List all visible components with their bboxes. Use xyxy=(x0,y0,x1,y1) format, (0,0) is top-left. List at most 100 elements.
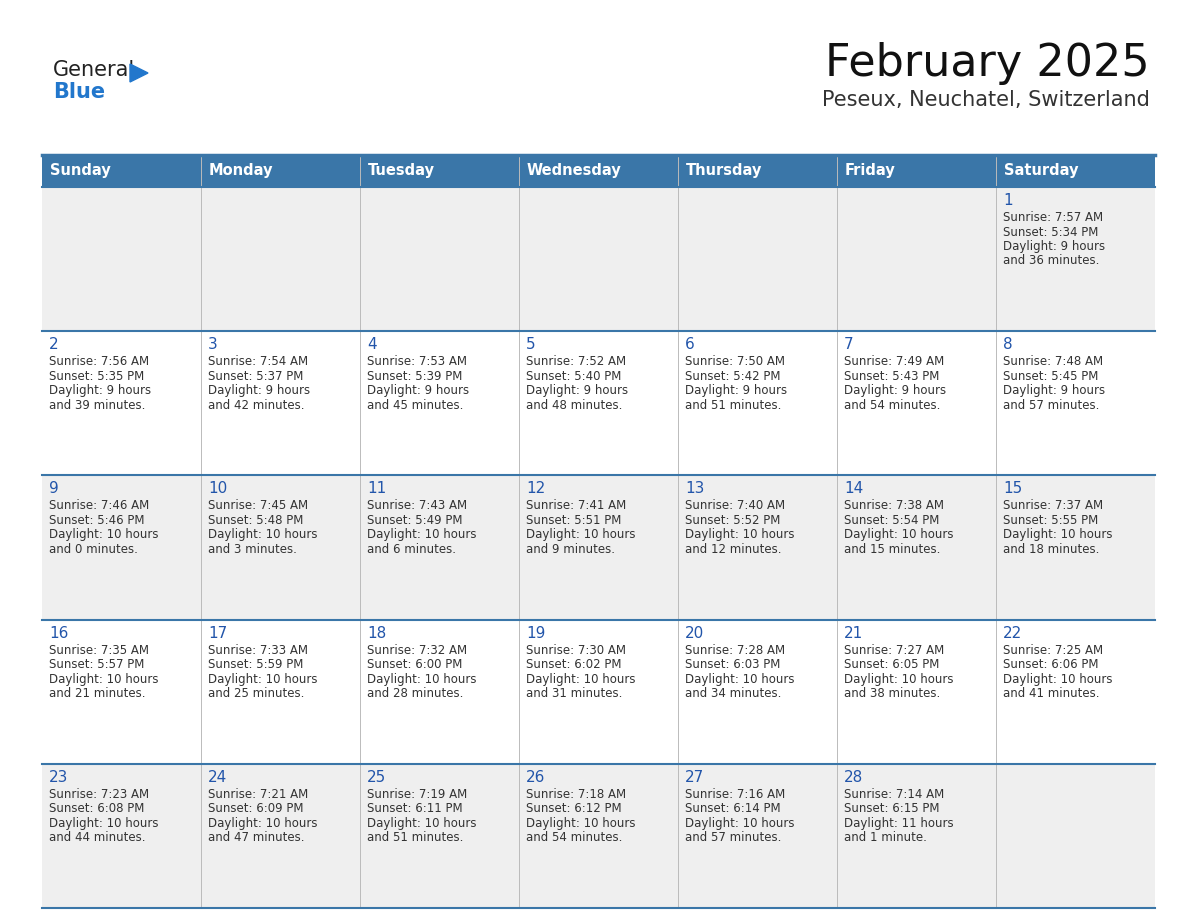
Polygon shape xyxy=(129,64,148,82)
Text: Sunrise: 7:33 AM: Sunrise: 7:33 AM xyxy=(208,644,308,656)
Text: 18: 18 xyxy=(367,625,386,641)
Text: Sunset: 5:35 PM: Sunset: 5:35 PM xyxy=(49,370,144,383)
Text: and 54 minutes.: and 54 minutes. xyxy=(526,832,623,845)
Bar xyxy=(838,331,996,476)
Bar xyxy=(838,620,996,764)
Text: Daylight: 10 hours: Daylight: 10 hours xyxy=(843,529,954,542)
Text: Daylight: 10 hours: Daylight: 10 hours xyxy=(208,529,317,542)
Text: 22: 22 xyxy=(1003,625,1022,641)
Text: Sunrise: 7:21 AM: Sunrise: 7:21 AM xyxy=(208,788,308,800)
Bar xyxy=(678,331,838,476)
Text: Daylight: 10 hours: Daylight: 10 hours xyxy=(526,673,636,686)
Bar xyxy=(201,620,360,764)
Text: Sunrise: 7:53 AM: Sunrise: 7:53 AM xyxy=(367,355,467,368)
Text: Sunrise: 7:56 AM: Sunrise: 7:56 AM xyxy=(49,355,150,368)
Text: 9: 9 xyxy=(49,481,58,497)
Text: Daylight: 10 hours: Daylight: 10 hours xyxy=(843,673,954,686)
Bar xyxy=(360,155,519,187)
Text: Sunset: 5:39 PM: Sunset: 5:39 PM xyxy=(367,370,462,383)
Text: Sunset: 6:02 PM: Sunset: 6:02 PM xyxy=(526,658,621,671)
Text: Sunset: 6:00 PM: Sunset: 6:00 PM xyxy=(367,658,462,671)
Text: Daylight: 9 hours: Daylight: 9 hours xyxy=(843,385,946,397)
Text: Sunrise: 7:57 AM: Sunrise: 7:57 AM xyxy=(1003,211,1104,224)
Text: 1: 1 xyxy=(1003,193,1012,208)
Text: Sunrise: 7:30 AM: Sunrise: 7:30 AM xyxy=(526,644,626,656)
Bar xyxy=(996,476,1155,620)
Text: Sunset: 6:06 PM: Sunset: 6:06 PM xyxy=(1003,658,1099,671)
Bar xyxy=(42,764,201,908)
Text: 26: 26 xyxy=(526,770,545,785)
Text: Sunset: 6:09 PM: Sunset: 6:09 PM xyxy=(208,802,303,815)
Text: Sunrise: 7:41 AM: Sunrise: 7:41 AM xyxy=(526,499,626,512)
Text: Saturday: Saturday xyxy=(1004,163,1079,178)
Text: 4: 4 xyxy=(367,337,377,353)
Bar xyxy=(42,155,201,187)
Text: Daylight: 10 hours: Daylight: 10 hours xyxy=(208,673,317,686)
Text: 24: 24 xyxy=(208,770,227,785)
Bar xyxy=(42,620,201,764)
Text: Daylight: 9 hours: Daylight: 9 hours xyxy=(1003,385,1105,397)
Bar xyxy=(519,476,678,620)
Text: Sunrise: 7:27 AM: Sunrise: 7:27 AM xyxy=(843,644,944,656)
Text: 21: 21 xyxy=(843,625,864,641)
Text: Daylight: 10 hours: Daylight: 10 hours xyxy=(685,817,795,830)
Bar xyxy=(996,331,1155,476)
Text: 13: 13 xyxy=(685,481,704,497)
Text: Sunset: 6:12 PM: Sunset: 6:12 PM xyxy=(526,802,621,815)
Text: 16: 16 xyxy=(49,625,69,641)
Bar xyxy=(678,187,838,331)
Text: Sunrise: 7:19 AM: Sunrise: 7:19 AM xyxy=(367,788,467,800)
Text: General: General xyxy=(53,60,135,80)
Text: Sunset: 5:34 PM: Sunset: 5:34 PM xyxy=(1003,226,1099,239)
Text: Friday: Friday xyxy=(845,163,896,178)
Text: Daylight: 10 hours: Daylight: 10 hours xyxy=(367,529,476,542)
Text: 6: 6 xyxy=(685,337,695,353)
Text: and 41 minutes.: and 41 minutes. xyxy=(1003,687,1100,700)
Text: Daylight: 10 hours: Daylight: 10 hours xyxy=(367,673,476,686)
Text: and 38 minutes.: and 38 minutes. xyxy=(843,687,940,700)
Text: 12: 12 xyxy=(526,481,545,497)
Text: Sunrise: 7:52 AM: Sunrise: 7:52 AM xyxy=(526,355,626,368)
Text: Daylight: 9 hours: Daylight: 9 hours xyxy=(1003,240,1105,253)
Text: Monday: Monday xyxy=(209,163,273,178)
Bar xyxy=(678,620,838,764)
Text: Sunrise: 7:32 AM: Sunrise: 7:32 AM xyxy=(367,644,467,656)
Bar xyxy=(360,620,519,764)
Text: Sunrise: 7:16 AM: Sunrise: 7:16 AM xyxy=(685,788,785,800)
Text: Daylight: 10 hours: Daylight: 10 hours xyxy=(367,817,476,830)
Bar xyxy=(996,187,1155,331)
Text: Sunrise: 7:48 AM: Sunrise: 7:48 AM xyxy=(1003,355,1104,368)
Text: Daylight: 10 hours: Daylight: 10 hours xyxy=(526,817,636,830)
Text: Sunset: 6:08 PM: Sunset: 6:08 PM xyxy=(49,802,145,815)
Bar xyxy=(201,331,360,476)
Text: Sunset: 5:45 PM: Sunset: 5:45 PM xyxy=(1003,370,1099,383)
Text: Sunrise: 7:49 AM: Sunrise: 7:49 AM xyxy=(843,355,944,368)
Bar xyxy=(519,620,678,764)
Text: and 18 minutes.: and 18 minutes. xyxy=(1003,543,1099,556)
Text: Daylight: 9 hours: Daylight: 9 hours xyxy=(208,385,310,397)
Bar xyxy=(201,155,360,187)
Text: and 57 minutes.: and 57 minutes. xyxy=(1003,398,1099,411)
Text: Daylight: 10 hours: Daylight: 10 hours xyxy=(49,529,158,542)
Text: Sunset: 5:42 PM: Sunset: 5:42 PM xyxy=(685,370,781,383)
Text: 17: 17 xyxy=(208,625,227,641)
Text: Daylight: 10 hours: Daylight: 10 hours xyxy=(49,673,158,686)
Text: and 48 minutes.: and 48 minutes. xyxy=(526,398,623,411)
Text: Sunset: 5:48 PM: Sunset: 5:48 PM xyxy=(208,514,303,527)
Text: and 25 minutes.: and 25 minutes. xyxy=(208,687,304,700)
Bar xyxy=(201,187,360,331)
Text: and 15 minutes.: and 15 minutes. xyxy=(843,543,941,556)
Text: Daylight: 10 hours: Daylight: 10 hours xyxy=(49,817,158,830)
Bar xyxy=(360,476,519,620)
Text: Sunset: 6:05 PM: Sunset: 6:05 PM xyxy=(843,658,940,671)
Text: 8: 8 xyxy=(1003,337,1012,353)
Bar xyxy=(519,331,678,476)
Text: and 0 minutes.: and 0 minutes. xyxy=(49,543,138,556)
Text: Daylight: 11 hours: Daylight: 11 hours xyxy=(843,817,954,830)
Text: and 28 minutes.: and 28 minutes. xyxy=(367,687,463,700)
Text: Sunday: Sunday xyxy=(50,163,110,178)
Text: and 47 minutes.: and 47 minutes. xyxy=(208,832,304,845)
Text: Sunrise: 7:23 AM: Sunrise: 7:23 AM xyxy=(49,788,150,800)
Text: Sunset: 6:11 PM: Sunset: 6:11 PM xyxy=(367,802,462,815)
Text: Sunset: 5:55 PM: Sunset: 5:55 PM xyxy=(1003,514,1098,527)
